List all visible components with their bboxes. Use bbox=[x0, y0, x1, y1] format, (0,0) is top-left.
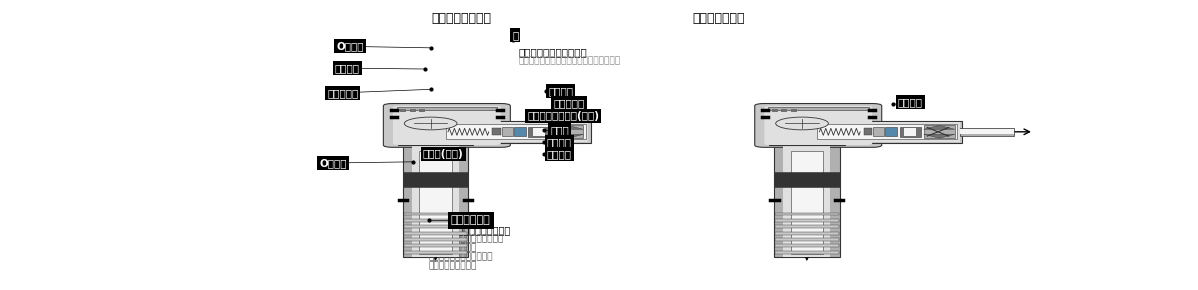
Polygon shape bbox=[924, 125, 955, 129]
Bar bbox=[775, 232, 839, 235]
Bar bbox=[528, 126, 550, 137]
Bar bbox=[441, 121, 591, 143]
Bar bbox=[404, 251, 467, 254]
Text: 打込みハーフ: 打込みハーフ bbox=[450, 215, 491, 225]
FancyBboxPatch shape bbox=[755, 104, 882, 147]
Bar bbox=[900, 126, 921, 137]
Bar bbox=[774, 130, 840, 257]
Text: チューブをはずしてもエアは漏れません。: チューブをはずしてもエアは漏れません。 bbox=[519, 56, 621, 66]
Text: ・ボディとねじ部が回転可能。: ・ボディとねじ部が回転可能。 bbox=[429, 235, 504, 244]
Bar bbox=[781, 109, 787, 112]
Text: （位置決め程度）: （位置決め程度） bbox=[429, 243, 477, 253]
Bar bbox=[404, 238, 467, 241]
Text: ・無電解ニッケルめっき付: ・無電解ニッケルめっき付 bbox=[429, 252, 494, 261]
Bar bbox=[404, 244, 467, 247]
Bar bbox=[552, 125, 583, 138]
Bar bbox=[772, 132, 842, 137]
Bar bbox=[403, 172, 468, 187]
Bar bbox=[791, 151, 823, 254]
Bar bbox=[783, 145, 830, 257]
Bar bbox=[514, 127, 526, 137]
Bar bbox=[960, 128, 1014, 136]
Bar bbox=[815, 122, 960, 142]
Bar bbox=[404, 219, 467, 222]
Bar bbox=[404, 232, 467, 235]
Bar bbox=[410, 109, 416, 112]
Polygon shape bbox=[924, 134, 955, 138]
Bar bbox=[885, 127, 897, 137]
Bar bbox=[403, 130, 468, 257]
Text: ・ねじ部シール剤付: ・ねじ部シール剤付 bbox=[429, 261, 477, 270]
Bar bbox=[791, 109, 797, 112]
Bar bbox=[873, 127, 884, 137]
Bar bbox=[400, 109, 406, 112]
FancyBboxPatch shape bbox=[383, 104, 510, 147]
Text: コレット: コレット bbox=[547, 137, 571, 147]
Text: スプリング: スプリング bbox=[327, 88, 358, 98]
Bar bbox=[775, 213, 839, 215]
Bar bbox=[502, 127, 513, 137]
Bar bbox=[419, 109, 425, 112]
Text: 狭いスペースでの配管に効果的: 狭いスペースでの配管に効果的 bbox=[429, 226, 512, 235]
Text: チューブ装着時: チューブ装着時 bbox=[692, 12, 745, 25]
Text: チャック: チャック bbox=[547, 149, 571, 159]
Bar bbox=[817, 124, 957, 139]
Bar bbox=[775, 225, 839, 228]
Text: ガイド: ガイド bbox=[550, 125, 569, 135]
Text: 弁: 弁 bbox=[512, 30, 519, 40]
Text: リティナ: リティナ bbox=[335, 63, 359, 73]
Bar bbox=[775, 238, 839, 241]
Bar bbox=[772, 109, 778, 112]
Text: Oリング: Oリング bbox=[337, 41, 363, 51]
Text: ストッパ: ストッパ bbox=[549, 86, 573, 96]
Text: セルフシール機構の内蔵: セルフシール機構の内蔵 bbox=[519, 47, 587, 57]
Circle shape bbox=[405, 117, 458, 130]
Bar bbox=[397, 107, 497, 110]
Bar bbox=[398, 136, 473, 145]
Bar bbox=[775, 244, 839, 247]
Bar bbox=[768, 107, 869, 110]
Bar bbox=[775, 219, 839, 222]
Bar bbox=[812, 121, 962, 143]
Bar bbox=[769, 136, 845, 145]
Bar bbox=[404, 225, 467, 228]
Text: チューブ: チューブ bbox=[898, 97, 922, 107]
Bar bbox=[775, 251, 839, 254]
Bar bbox=[446, 124, 586, 139]
Bar bbox=[404, 213, 467, 215]
Bar bbox=[443, 122, 588, 142]
FancyBboxPatch shape bbox=[393, 106, 501, 145]
Bar bbox=[533, 128, 545, 136]
Bar bbox=[904, 128, 916, 136]
Text: チューブ取外し時: チューブ取外し時 bbox=[431, 12, 491, 25]
Text: リリースプッシュ(青色): リリースプッシュ(青色) bbox=[527, 111, 599, 121]
Text: ボディ(黒色): ボディ(黒色) bbox=[423, 149, 464, 159]
Bar bbox=[400, 132, 471, 137]
Bar bbox=[924, 125, 955, 138]
Bar bbox=[492, 128, 501, 135]
Bar bbox=[419, 151, 452, 254]
FancyBboxPatch shape bbox=[764, 106, 872, 145]
Bar bbox=[864, 128, 872, 135]
Polygon shape bbox=[552, 134, 583, 138]
Circle shape bbox=[776, 117, 829, 130]
Bar bbox=[960, 129, 1014, 134]
Text: Oリング: Oリング bbox=[320, 158, 346, 168]
Bar bbox=[774, 172, 840, 187]
Polygon shape bbox=[552, 125, 583, 129]
Bar bbox=[412, 145, 459, 257]
Text: クッション: クッション bbox=[553, 98, 585, 108]
